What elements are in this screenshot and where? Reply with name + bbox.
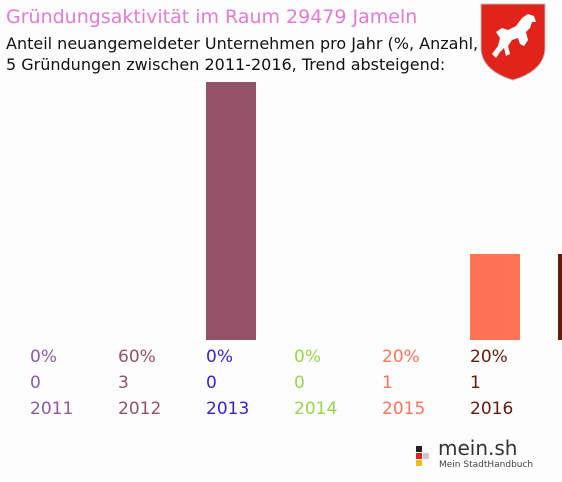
bar-2016 bbox=[558, 254, 562, 340]
mein-sh-logo-mark-icon bbox=[416, 446, 429, 466]
count-label-2011: 0 bbox=[30, 373, 41, 393]
chart-subtitle-line1: Anteil neuangemeldeter Unternehmen pro J… bbox=[6, 34, 521, 53]
count-label-2012: 3 bbox=[118, 373, 129, 393]
count-label-2016: 1 bbox=[470, 373, 481, 393]
year-label-2012: 2012 bbox=[118, 399, 162, 419]
count-label-2014: 0 bbox=[294, 373, 305, 393]
year-label-2013: 2013 bbox=[206, 399, 250, 419]
bar-2012 bbox=[206, 82, 256, 340]
chart-title: Gründungsaktivität im Raum 29479 Jameln bbox=[6, 6, 418, 28]
percent-label-2013: 0% bbox=[206, 347, 233, 367]
year-label-2016: 2016 bbox=[470, 399, 514, 419]
percent-label-2015: 20% bbox=[382, 347, 420, 367]
logo-tagline: Mein StadtHandbuch bbox=[439, 460, 534, 470]
count-label-2015: 1 bbox=[382, 373, 393, 393]
percent-label-2014: 0% bbox=[294, 347, 321, 367]
percent-label-2016: 20% bbox=[470, 347, 508, 367]
chart-subtitle-line2: 5 Gründungen zwischen 2011-2016, Trend a… bbox=[6, 55, 446, 74]
year-label-2011: 2011 bbox=[30, 399, 74, 419]
percent-label-2012: 60% bbox=[118, 347, 156, 367]
lower-saxony-crest-icon bbox=[480, 3, 546, 81]
year-label-2015: 2015 bbox=[382, 399, 426, 419]
count-label-2013: 0 bbox=[206, 373, 217, 393]
logo-name: mein.sh bbox=[438, 436, 518, 460]
percent-label-2011: 0% bbox=[30, 347, 57, 367]
bar-2015 bbox=[470, 254, 520, 340]
year-label-2014: 2014 bbox=[294, 399, 338, 419]
